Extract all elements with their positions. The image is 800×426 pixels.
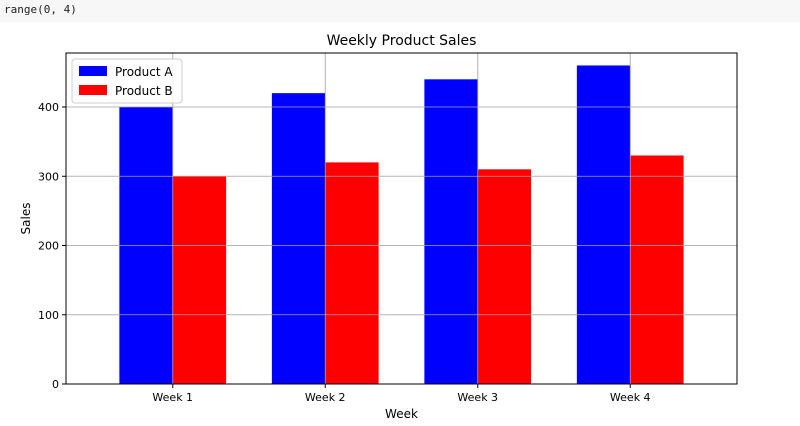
y-axis-label: Sales <box>19 203 33 235</box>
bar-product-b <box>325 162 379 384</box>
y-tick-label: 300 <box>38 170 59 183</box>
x-tick-label: Week 1 <box>152 391 193 404</box>
y-tick-label: 200 <box>38 240 59 253</box>
bar-product-a <box>576 65 631 385</box>
cell-output-text: range(0, 4) <box>0 0 800 22</box>
legend-swatch <box>79 85 107 95</box>
y-tick-label: 100 <box>38 309 59 322</box>
bars <box>66 53 737 385</box>
x-tick-label: Week 4 <box>610 391 651 404</box>
y-tick-label: 0 <box>52 378 59 391</box>
legend-label: Product B <box>115 84 173 98</box>
x-axis-label: Week <box>385 407 418 421</box>
y-tick-label: 400 <box>38 101 59 114</box>
bar-product-b <box>477 169 532 384</box>
bar-product-b <box>172 176 227 384</box>
plot-area-frame <box>65 52 738 385</box>
axis-ticks: 0 100 200 300 400 Week 1 Week 2 Week 3 Week 4 <box>38 101 651 404</box>
x-tick-label: Week 2 <box>305 391 346 404</box>
legend: Product A Product B <box>71 58 183 104</box>
bar-product-a <box>424 79 478 384</box>
chart-title: Weekly Product Sales <box>327 33 477 49</box>
legend-label: Product A <box>115 65 173 79</box>
bar-product-b <box>630 155 684 384</box>
bar-product-a <box>271 93 326 384</box>
x-tick-label: Week 3 <box>457 391 498 404</box>
legend-swatch <box>79 66 107 76</box>
